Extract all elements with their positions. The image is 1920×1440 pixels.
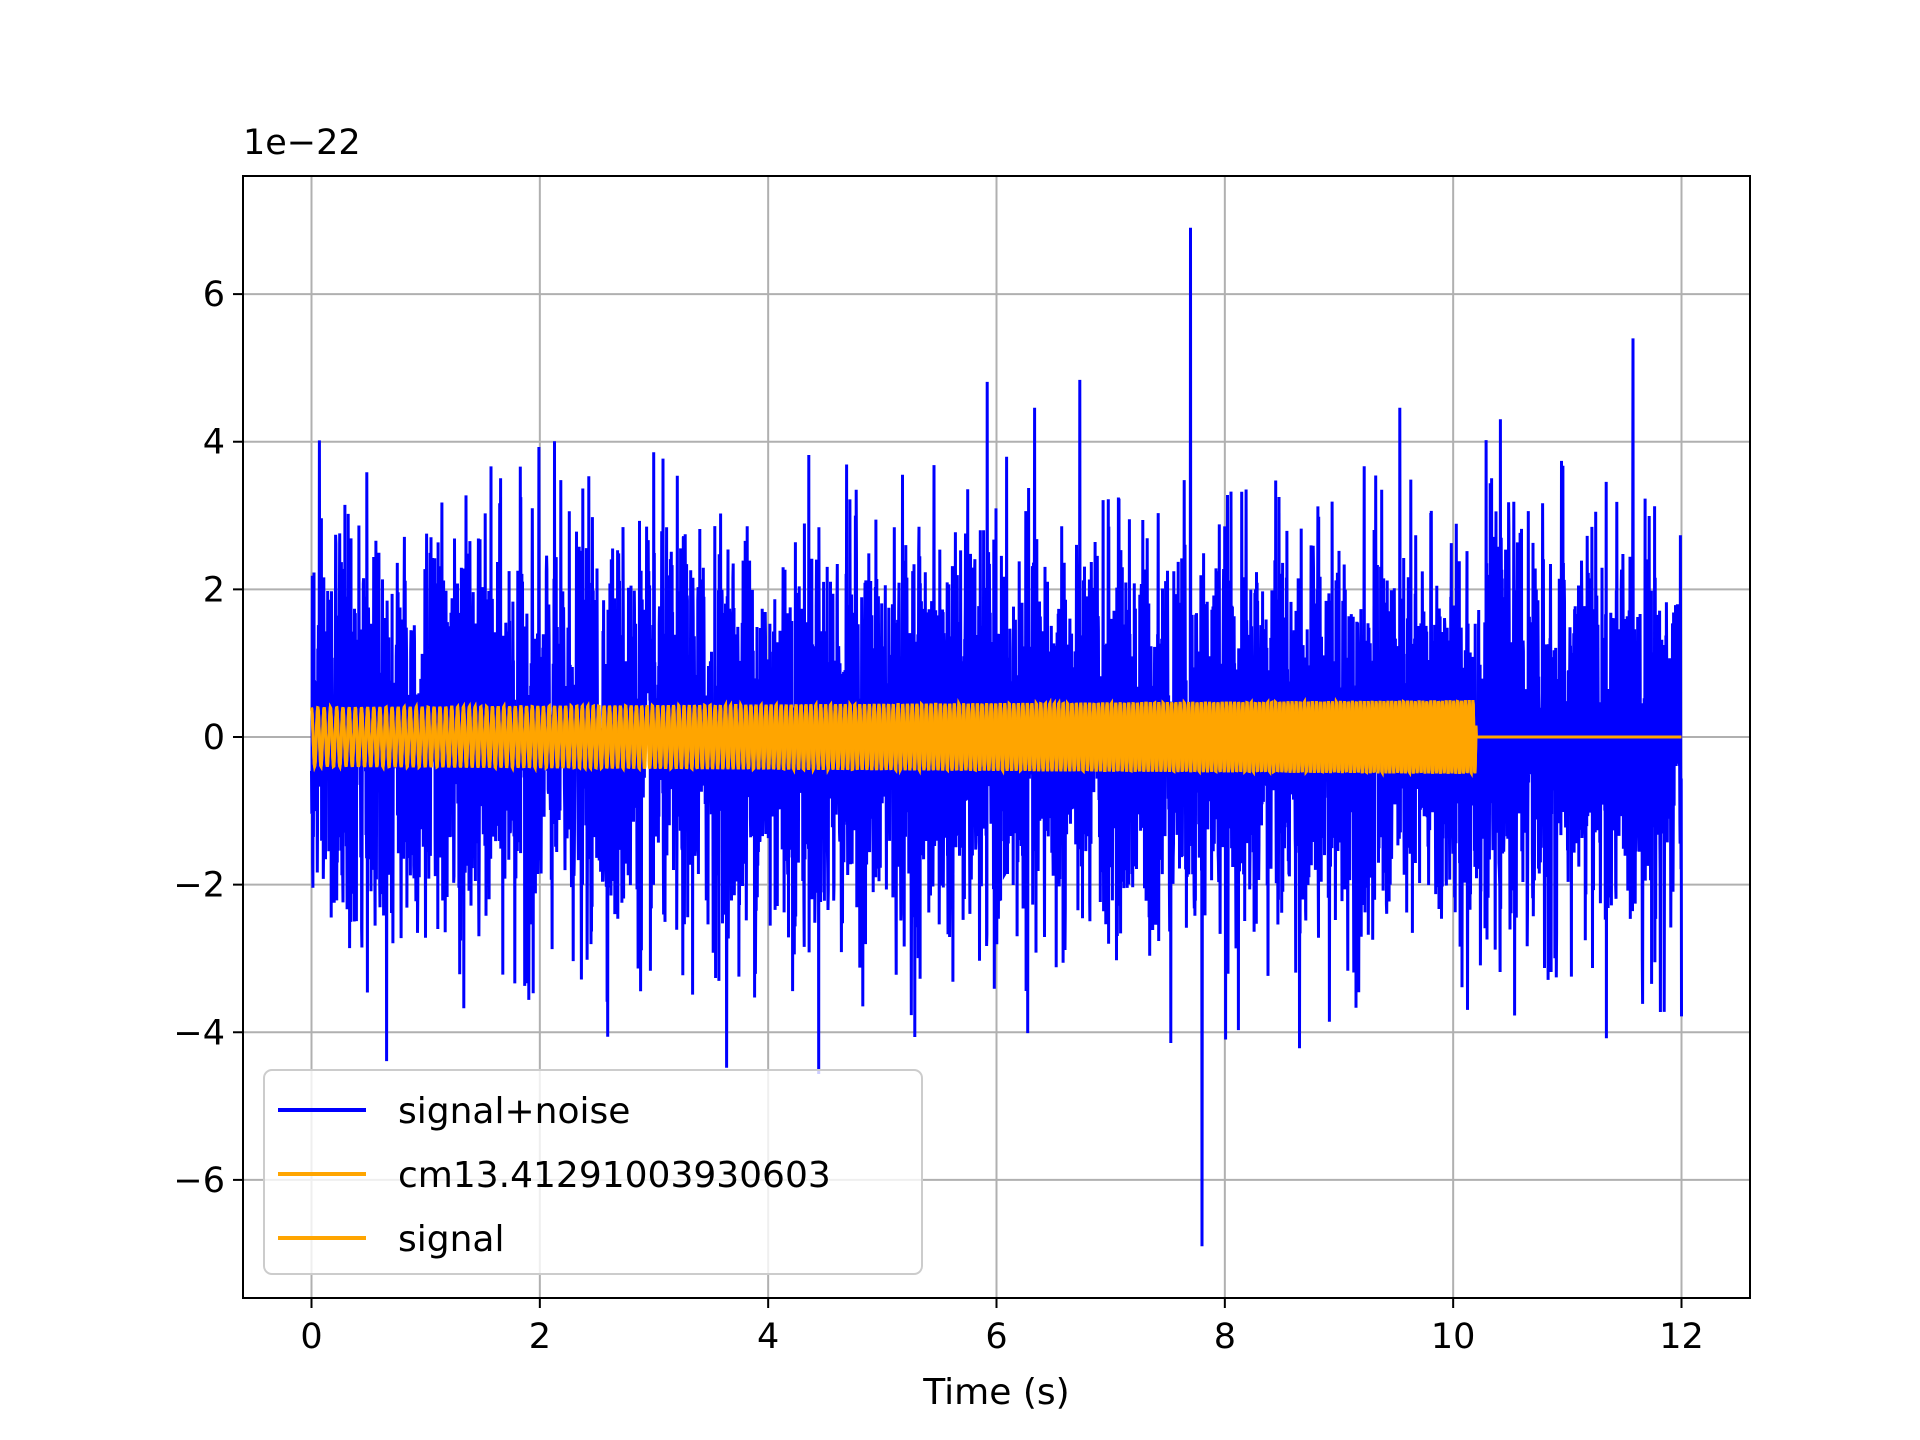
x-tick-label-4: 8 [1214, 1317, 1236, 1357]
x-axis-ticks: 0 2 4 6 8 10 12 [300, 1298, 1704, 1357]
y-tick-label-4: 2 [203, 570, 225, 610]
legend: signal+noise cm13.41291003930603 signal [263, 1069, 923, 1275]
x-tick-label-2: 4 [757, 1317, 779, 1357]
y-tick-label-0: −6 [173, 1161, 225, 1201]
plot-area [310, 227, 1683, 1247]
series-signal [310, 696, 1682, 778]
x-tick-label-5: 10 [1431, 1317, 1476, 1357]
x-axis-label: Time (s) [922, 1372, 1069, 1413]
y-tick-label-3: 0 [203, 718, 225, 758]
legend-box [263, 1069, 923, 1275]
x-tick-label-0: 0 [300, 1317, 322, 1357]
x-tick-label-6: 12 [1659, 1317, 1704, 1357]
x-tick-label-1: 2 [529, 1317, 551, 1357]
y-tick-label-1: −4 [173, 1013, 225, 1053]
y-offset-label: 1e−22 [243, 123, 361, 163]
legend-label-0: signal+noise [398, 1091, 630, 1132]
legend-label-2: signal [398, 1219, 505, 1260]
y-axis-ticks: −6 −4 −2 0 2 4 6 [173, 275, 243, 1201]
y-tick-label-6: 6 [203, 275, 225, 315]
y-tick-label-5: 4 [203, 423, 225, 463]
legend-label-1: cm13.41291003930603 [398, 1155, 831, 1196]
y-tick-label-2: −2 [173, 866, 225, 906]
x-tick-label-3: 6 [985, 1317, 1007, 1357]
